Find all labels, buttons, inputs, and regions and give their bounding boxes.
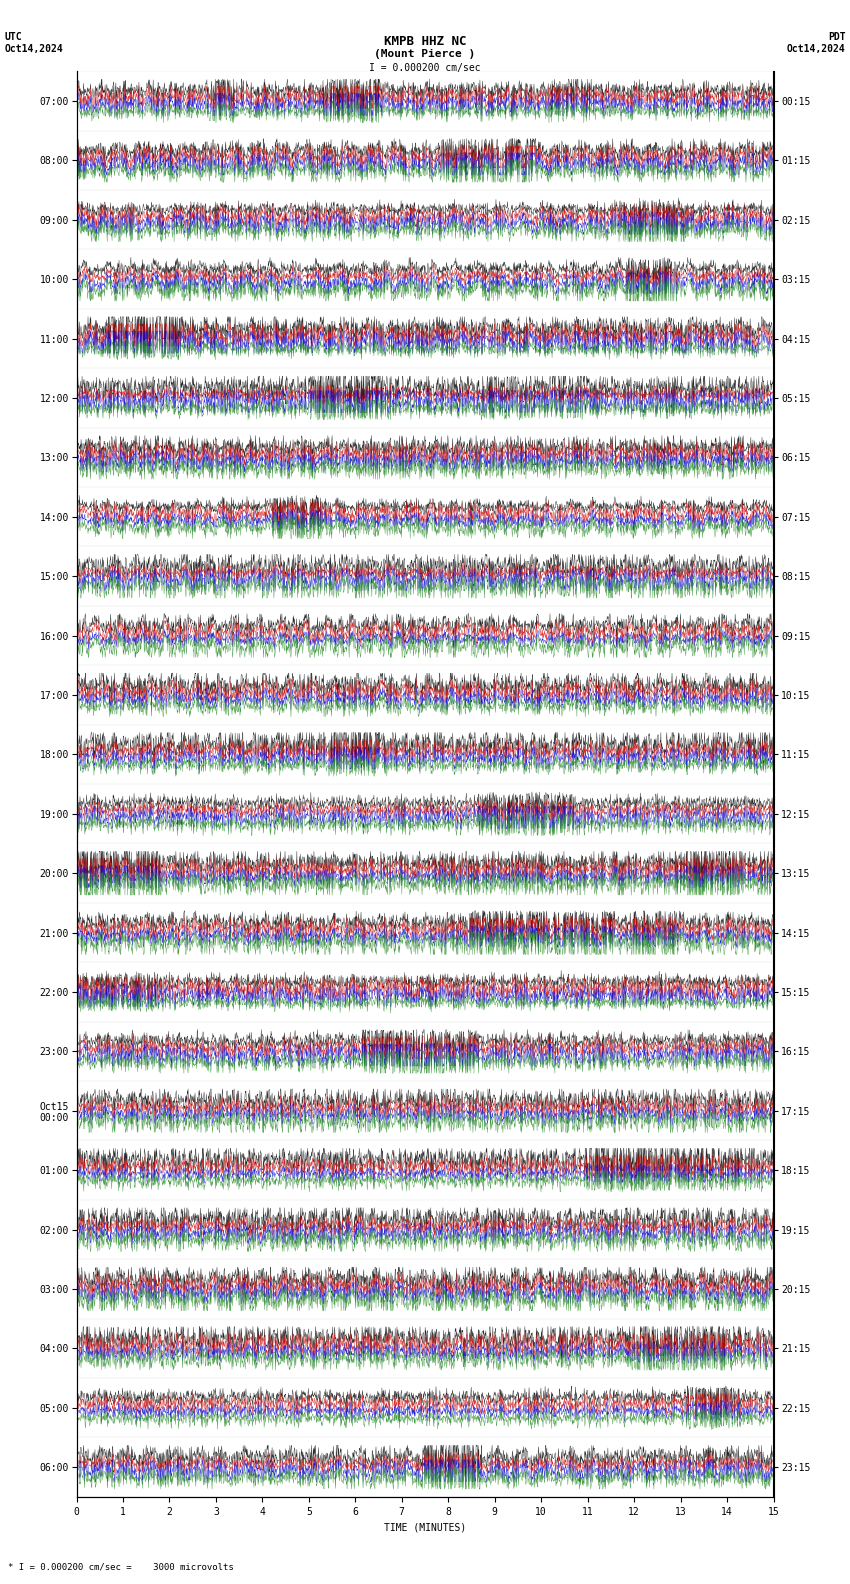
Text: Oct14,2024: Oct14,2024	[4, 44, 63, 54]
Text: PDT: PDT	[828, 32, 846, 41]
Text: Oct14,2024: Oct14,2024	[787, 44, 846, 54]
Text: KMPB HHZ NC: KMPB HHZ NC	[383, 35, 467, 48]
Text: * I = 0.000200 cm/sec =    3000 microvolts: * I = 0.000200 cm/sec = 3000 microvolts	[8, 1562, 235, 1571]
Text: (Mount Pierce ): (Mount Pierce )	[374, 49, 476, 59]
Text: I = 0.000200 cm/sec: I = 0.000200 cm/sec	[369, 63, 481, 73]
Text: UTC: UTC	[4, 32, 22, 41]
X-axis label: TIME (MINUTES): TIME (MINUTES)	[384, 1522, 466, 1532]
